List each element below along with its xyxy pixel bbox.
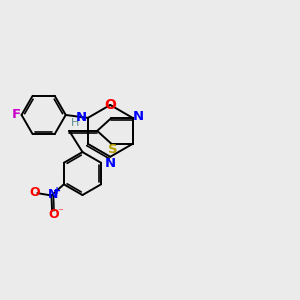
Text: H: H <box>71 118 79 128</box>
Text: S: S <box>108 142 118 156</box>
Text: O: O <box>104 98 116 112</box>
Text: N: N <box>48 188 58 201</box>
Text: N: N <box>105 157 116 170</box>
Text: O: O <box>30 186 40 199</box>
Text: F: F <box>12 108 21 121</box>
Text: N: N <box>76 111 87 124</box>
Text: ⁻: ⁻ <box>57 207 63 217</box>
Text: N: N <box>133 110 144 123</box>
Text: +: + <box>53 186 62 196</box>
Text: O: O <box>48 208 59 221</box>
